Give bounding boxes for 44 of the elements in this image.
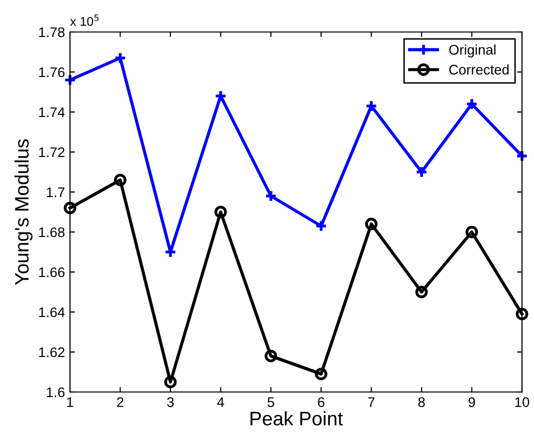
y-tick-label: 1.74 [39,107,65,118]
x-tick-label: 5 [268,397,274,408]
y-tick-label: 1.66 [39,267,65,278]
point [415,286,428,298]
point [466,98,478,110]
point [466,226,478,238]
point [415,166,428,178]
point [516,150,528,162]
y-tick-label: 1.7 [46,187,64,198]
point [264,350,278,362]
point [214,206,227,218]
y-tick-label: 1.72 [39,147,64,158]
x-tick-label: 7 [368,397,374,407]
y-tick-label: 1.76 [39,67,65,78]
y-tick-label: 1.6 [46,387,65,398]
y-tick-label: 1.68 [39,227,65,238]
point [365,100,378,112]
point [214,90,227,102]
x-tick-label: 8 [418,397,425,408]
y-tick-label: 1.78 [39,27,65,38]
point [114,52,126,64]
point [314,220,328,232]
y-tick-label: 1.64 [39,307,65,318]
point [365,218,378,230]
text: x 10$^{5}$ [70,14,99,26]
x-tick-label: 2 [117,397,124,407]
point [64,74,76,86]
x-tick-label: 1 [67,397,74,407]
x-tick-label: 4 [217,397,224,407]
point [64,202,76,214]
point [264,190,278,202]
x-tick-label: 3 [167,397,174,408]
point [114,174,126,186]
legend-label: Corrected [449,64,509,75]
point [516,308,528,320]
x-tick-label: 6 [318,397,324,408]
x-tick-label: 9 [468,397,475,408]
x-tick-label: 10 [515,397,530,408]
y-axis-title: Young's Modulus [14,139,33,285]
point [164,376,177,388]
x-axis-title: Peak Point [250,411,343,426]
legend-label: Original [449,44,496,58]
y-tick-label: 1.62 [39,347,64,358]
point [314,368,328,380]
